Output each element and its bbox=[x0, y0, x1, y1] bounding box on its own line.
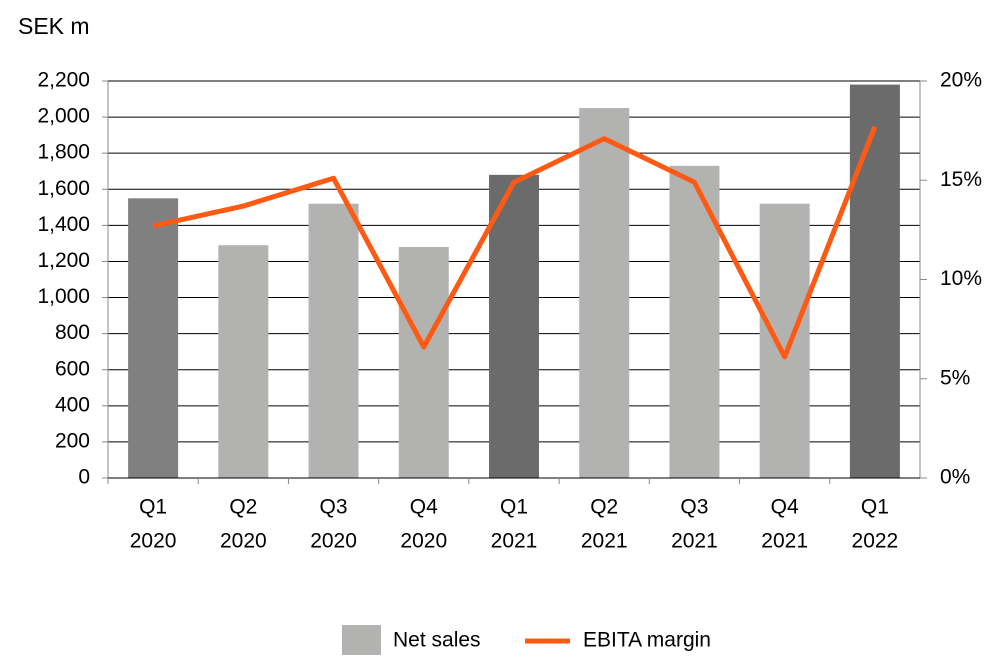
legend-label: Net sales bbox=[393, 629, 481, 652]
y-tick-label: 400 bbox=[55, 393, 90, 416]
y-tick-label: 2,200 bbox=[37, 69, 90, 92]
x-tick-label: 2021 bbox=[581, 530, 628, 553]
y-tick-label: 1,400 bbox=[37, 213, 90, 236]
x-tick-label: 2020 bbox=[310, 530, 357, 553]
y-tick-label: 200 bbox=[55, 429, 90, 452]
y-tick-label: 1,800 bbox=[37, 141, 90, 164]
bar bbox=[398, 247, 449, 478]
x-tick-label: Q3 bbox=[680, 496, 708, 519]
x-tick-label: Q4 bbox=[410, 496, 438, 519]
chart-title: SEK m bbox=[18, 13, 90, 39]
bar bbox=[128, 198, 179, 478]
x-tick-label: 2022 bbox=[852, 530, 899, 553]
y-tick-label: 1,000 bbox=[37, 285, 90, 308]
x-tick-label: Q3 bbox=[320, 496, 348, 519]
y2-tick-label: 5% bbox=[940, 366, 970, 389]
bar bbox=[218, 245, 269, 478]
y-tick-label: 600 bbox=[55, 357, 90, 380]
bar bbox=[759, 203, 810, 478]
x-tick-label: 2020 bbox=[130, 530, 177, 553]
y-tick-label: 1,200 bbox=[37, 249, 90, 272]
x-tick-label: Q1 bbox=[861, 496, 889, 519]
x-tick-label: Q4 bbox=[771, 496, 799, 519]
line bbox=[152, 125, 878, 360]
x-tick-label: Q2 bbox=[590, 496, 618, 519]
y2-tick-label: 0% bbox=[940, 466, 970, 489]
x-tick-label: Q1 bbox=[500, 496, 528, 519]
y-tick-label: 1,600 bbox=[37, 177, 90, 200]
bar bbox=[489, 174, 539, 478]
bar bbox=[849, 84, 900, 478]
x-tick-label: 2020 bbox=[400, 530, 447, 553]
y-tick-label: 800 bbox=[55, 321, 90, 344]
x-tick-label: Q1 bbox=[139, 496, 167, 519]
legend-label: EBITA margin bbox=[583, 629, 711, 652]
legend-swatch bbox=[342, 625, 381, 655]
y2-tick-label: 15% bbox=[940, 168, 982, 191]
y-tick-label: 2,000 bbox=[37, 105, 90, 128]
y2-tick-label: 10% bbox=[940, 267, 982, 290]
bar bbox=[308, 203, 359, 478]
x-tick-label: 2020 bbox=[220, 530, 267, 553]
bar bbox=[579, 108, 630, 479]
x-tick-label: Q2 bbox=[229, 496, 257, 519]
x-tick-label: 2021 bbox=[761, 530, 808, 553]
y-tick-label: 0 bbox=[78, 466, 90, 489]
x-tick-label: 2021 bbox=[491, 530, 538, 553]
x-tick-label: 2021 bbox=[671, 530, 718, 553]
y2-tick-label: 20% bbox=[940, 69, 982, 92]
